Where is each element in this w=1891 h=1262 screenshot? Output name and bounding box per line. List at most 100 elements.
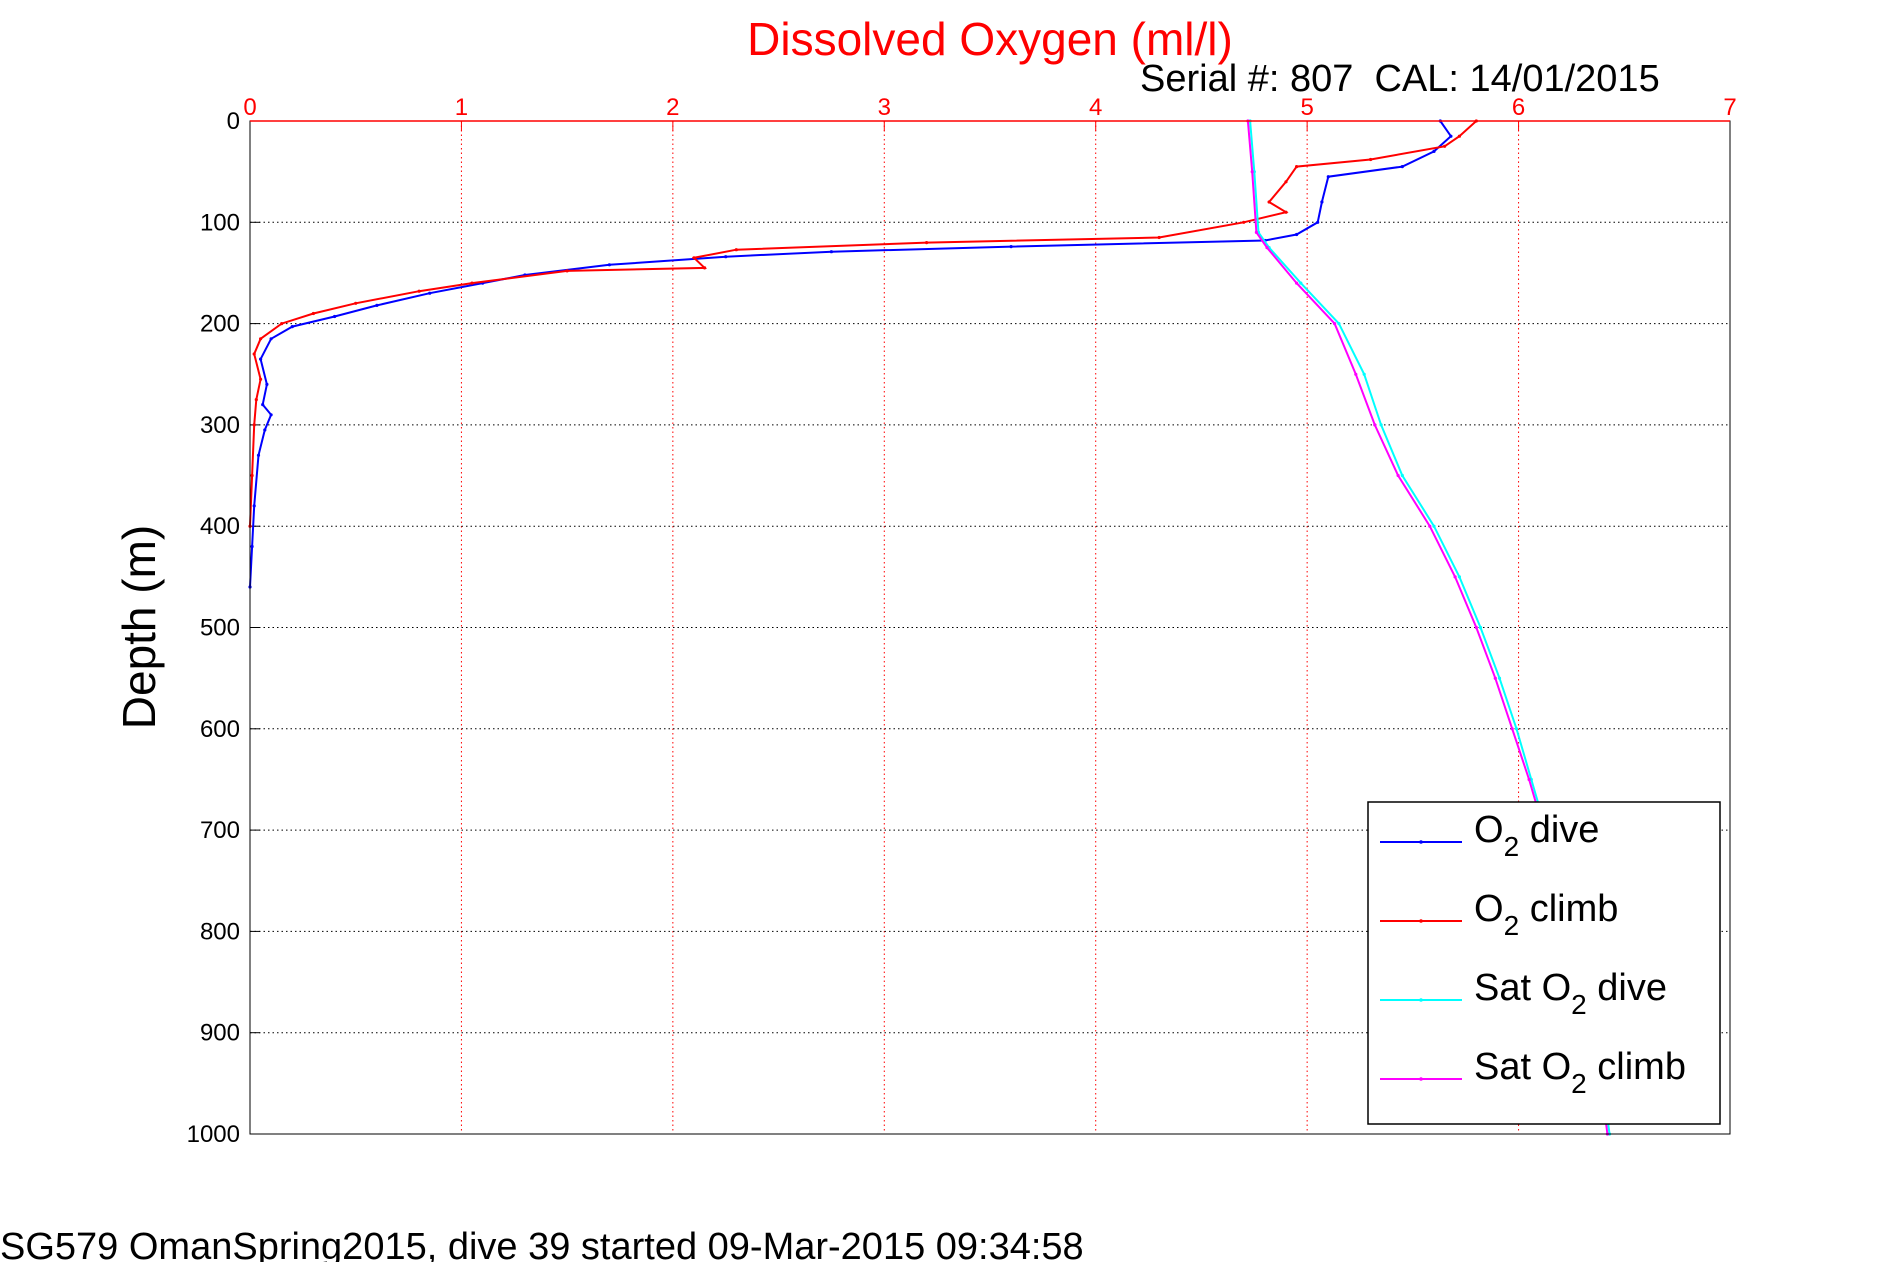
- data-point-sat-o2-dive: [1400, 473, 1404, 478]
- data-point-sat-o2-dive: [1362, 372, 1366, 376]
- data-point-o2-climb: [1457, 134, 1461, 138]
- x-tick-label: 0: [243, 94, 256, 121]
- data-point-o2-climb: [703, 266, 707, 270]
- y-tick-label: 800: [200, 918, 240, 945]
- data-point-o2-dive: [428, 291, 432, 295]
- legend-marker-sat-o2-dive: [1419, 998, 1423, 1002]
- data-point-o2-climb: [252, 352, 256, 356]
- data-point-o2-dive: [1449, 134, 1453, 138]
- data-point-o2-climb: [1295, 165, 1299, 169]
- data-point-sat-o2-dive: [1432, 524, 1436, 528]
- y-tick-label: 400: [200, 513, 240, 540]
- data-point-o2-climb: [354, 301, 358, 305]
- data-point-o2-dive: [724, 255, 728, 259]
- data-point-o2-dive: [1400, 165, 1404, 169]
- y-tick-label: 300: [200, 412, 240, 439]
- legend-marker-o2-climb: [1419, 919, 1423, 923]
- data-point-o2-climb: [470, 281, 474, 285]
- data-point-o2-climb: [259, 337, 263, 341]
- y-tick-label: 900: [200, 1020, 240, 1047]
- data-point-sat-o2-climb: [1474, 625, 1478, 630]
- data-point-o2-dive: [607, 263, 612, 267]
- x-tick-label: 2: [666, 94, 679, 121]
- data-point-sat-o2-climb: [1396, 473, 1400, 478]
- data-point-o2-dive: [252, 504, 256, 508]
- data-point-o2-dive: [290, 325, 294, 329]
- data-point-o2-dive: [269, 413, 273, 417]
- data-point-sat-o2-dive: [1299, 281, 1303, 285]
- y-tick-label: 700: [200, 817, 240, 844]
- y-tick-label: 1000: [187, 1121, 240, 1148]
- data-point-o2-climb: [1443, 144, 1447, 148]
- data-point-o2-dive: [256, 453, 261, 457]
- x-tick-label: 3: [878, 94, 891, 121]
- data-point-sat-o2-climb: [1354, 372, 1358, 376]
- data-point-o2-climb: [925, 241, 929, 245]
- legend-label-sat-o2-climb: Sat O2 climb: [1474, 1046, 1686, 1099]
- data-point-o2-dive: [1432, 149, 1436, 153]
- data-point-o2-climb: [565, 269, 569, 273]
- chart-subtitle: Serial #: 807 CAL: 14/01/2015: [1140, 58, 1660, 100]
- data-point-o2-dive: [259, 357, 263, 361]
- legend: O2 dive O2 climb Sat O2 dive Sat O2 clim…: [1367, 801, 1721, 1125]
- data-point-o2-climb: [1284, 210, 1288, 214]
- data-point-o2-climb: [254, 398, 258, 402]
- data-point-o2-climb: [1369, 157, 1373, 162]
- data-point-o2-climb: [252, 423, 256, 427]
- data-point-sat-o2-climb: [1333, 322, 1337, 326]
- data-point-sat-o2-climb: [1510, 727, 1514, 731]
- footer-caption: SG579 OmanSpring2015, dive 39 started 09…: [0, 1226, 1084, 1262]
- x-tick-label: 6: [1512, 94, 1525, 121]
- data-point-sat-o2-climb: [1453, 575, 1457, 579]
- data-point-o2-dive: [261, 403, 265, 407]
- y-tick-label: 200: [200, 311, 240, 338]
- data-point-sat-o2-dive: [1337, 322, 1341, 326]
- data-point-o2-climb: [250, 473, 254, 478]
- data-point-o2-dive: [829, 250, 834, 254]
- x-tick-label: 7: [1723, 94, 1736, 121]
- data-point-sat-o2-climb: [1265, 246, 1269, 250]
- data-point-sat-o2-climb: [1428, 524, 1432, 528]
- x-tick-label: 5: [1300, 94, 1313, 121]
- data-point-o2-climb: [734, 248, 738, 252]
- legend-marker-sat-o2-climb: [1419, 1077, 1423, 1081]
- data-point-o2-dive: [1009, 245, 1013, 249]
- y-tick-label: 600: [200, 716, 240, 743]
- chart-title: Dissolved Oxygen (ml/l): [747, 13, 1233, 65]
- series-o2-climb: [248, 119, 1478, 528]
- data-point-sat-o2-climb: [1295, 281, 1299, 285]
- data-point-sat-o2-climb: [1254, 230, 1258, 234]
- legend-label-sat-o2-dive: Sat O2 dive: [1474, 967, 1667, 1020]
- data-point-o2-dive: [375, 303, 379, 307]
- data-point-sat-o2-climb: [1493, 676, 1497, 680]
- data-point-sat-o2-climb: [1373, 423, 1377, 427]
- data-point-o2-climb: [1242, 220, 1246, 224]
- data-point-o2-climb: [1284, 180, 1288, 184]
- x-tick-label: 1: [455, 94, 468, 121]
- legend-label-o2-dive: O2 dive: [1474, 809, 1599, 862]
- legend-box: [1367, 801, 1721, 1125]
- data-point-sat-o2-dive: [1379, 423, 1383, 427]
- legend-samples: [1380, 840, 1462, 1081]
- data-point-o2-climb: [259, 377, 263, 381]
- y-axis-label: Depth (m): [113, 525, 165, 729]
- data-point-o2-climb: [417, 289, 421, 293]
- data-point-o2-dive: [263, 428, 267, 432]
- data-point-o2-climb: [692, 256, 696, 260]
- data-point-o2-climb: [1267, 200, 1271, 204]
- data-point-o2-dive: [250, 544, 254, 549]
- data-point-o2-dive: [265, 382, 269, 386]
- data-point-sat-o2-dive: [1497, 676, 1502, 680]
- x-tick-label: 4: [1089, 94, 1102, 121]
- data-point-sat-o2-dive: [1457, 575, 1461, 579]
- legend-label-o2-climb: O2 climb: [1474, 888, 1618, 941]
- data-point-sat-o2-dive: [1478, 625, 1483, 630]
- data-point-o2-dive: [1295, 232, 1299, 237]
- data-point-o2-climb: [280, 322, 284, 326]
- data-point-sat-o2-climb: [1527, 777, 1531, 782]
- data-point-sat-o2-dive: [1529, 777, 1533, 782]
- data-point-o2-dive: [1320, 200, 1324, 204]
- y-tick-label: 500: [200, 615, 240, 642]
- y-ticks: 0 100 200 300 400 500 600 700 800 900 1000: [187, 108, 260, 1148]
